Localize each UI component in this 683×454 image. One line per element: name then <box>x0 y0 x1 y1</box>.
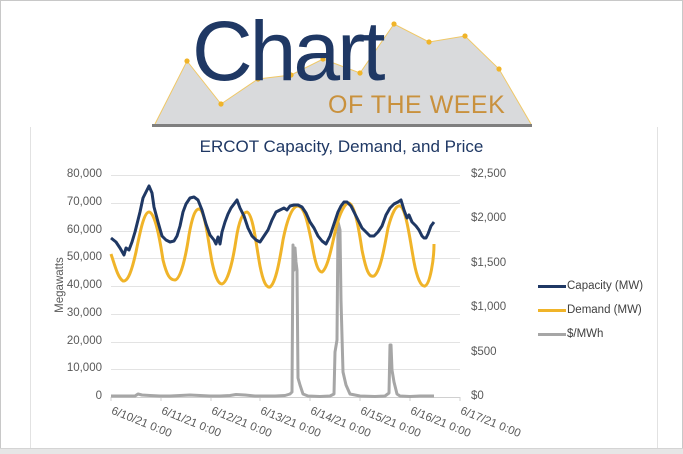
y-right-tick: $1,500 <box>471 257 507 269</box>
y-left-tick: 50,000 <box>66 251 102 263</box>
legend-label: $/MWh <box>567 328 604 340</box>
y-right-tick: $0 <box>471 390 484 402</box>
y-left-tick: 40,000 <box>66 279 102 291</box>
y-left-tick: 80,000 <box>66 168 102 180</box>
bottom-border <box>0 448 683 454</box>
gridlines <box>111 175 460 370</box>
legend: Capacity (MW) Demand (MW) $/MWh <box>538 274 643 346</box>
y-right-tick: $1,000 <box>471 301 507 313</box>
series-demand <box>109 201 436 289</box>
legend-swatch-capacity <box>538 284 566 288</box>
y-left-tick: 0 <box>95 390 102 402</box>
legend-item-capacity: Capacity (MW) <box>538 274 643 298</box>
legend-label: Capacity (MW) <box>567 280 644 292</box>
chart-title: ERCOT Capacity, Demand, and Price <box>199 137 484 156</box>
legend-swatch-price <box>538 332 566 336</box>
y-left-tick: 10,000 <box>66 362 102 374</box>
legend-label: Demand (MW) <box>567 304 642 316</box>
y-right-tick: $2,000 <box>471 212 507 224</box>
y-left-tick: 30,000 <box>66 307 102 319</box>
legend-swatch-demand <box>538 308 566 312</box>
y-right-tick: $500 <box>471 346 497 358</box>
logo-word-of-the-week: OF THE WEEK <box>328 91 506 119</box>
y-left-tick: 70,000 <box>66 196 102 208</box>
chart-of-the-week-banner: Chart OF THE WEEK <box>0 0 683 130</box>
legend-item-price: $/MWh <box>538 322 643 346</box>
y-left-tick: 60,000 <box>66 224 102 236</box>
logo-word-chart: Chart <box>192 4 385 98</box>
legend-item-demand: Demand (MW) <box>538 298 643 322</box>
mountain-logo-graphic <box>152 21 532 127</box>
series-price <box>111 220 434 398</box>
series-capacity <box>110 184 436 257</box>
logo-dots <box>184 21 502 107</box>
y-right-tick: $2,500 <box>471 168 507 180</box>
y-left-tick: 20,000 <box>66 335 102 347</box>
